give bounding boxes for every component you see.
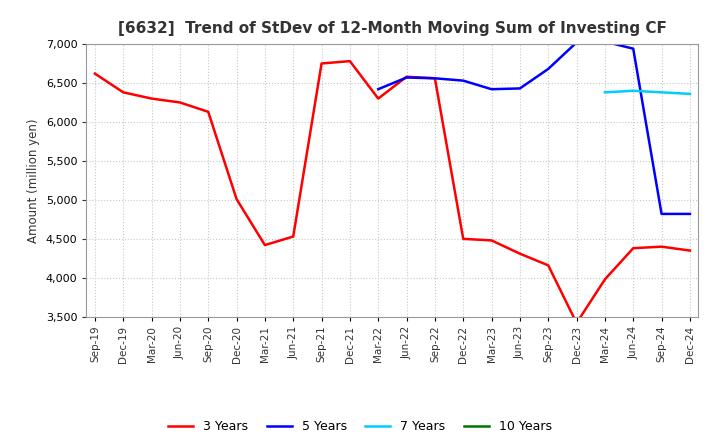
5 Years	[459, 78, 467, 83]
5 Years	[374, 87, 382, 92]
5 Years	[516, 86, 524, 91]
3 Years	[318, 61, 326, 66]
3 Years	[629, 246, 637, 251]
7 Years	[629, 88, 637, 93]
3 Years	[374, 96, 382, 101]
5 Years	[487, 87, 496, 92]
3 Years	[261, 242, 269, 248]
5 Years	[402, 75, 411, 80]
7 Years	[685, 91, 694, 96]
3 Years	[91, 71, 99, 76]
3 Years	[346, 59, 354, 64]
5 Years	[657, 211, 666, 216]
3 Years	[516, 251, 524, 257]
Line: 7 Years: 7 Years	[605, 91, 690, 94]
3 Years	[600, 277, 609, 282]
3 Years	[487, 238, 496, 243]
5 Years	[629, 46, 637, 51]
7 Years	[600, 90, 609, 95]
3 Years	[544, 263, 552, 268]
3 Years	[289, 234, 297, 239]
3 Years	[572, 320, 581, 326]
3 Years	[233, 197, 241, 202]
3 Years	[459, 236, 467, 242]
Line: 5 Years: 5 Years	[378, 42, 690, 214]
5 Years	[685, 211, 694, 216]
Title: [6632]  Trend of StDev of 12-Month Moving Sum of Investing CF: [6632] Trend of StDev of 12-Month Moving…	[118, 21, 667, 36]
5 Years	[600, 39, 609, 44]
3 Years	[402, 74, 411, 79]
3 Years	[148, 96, 156, 101]
Line: 3 Years: 3 Years	[95, 61, 690, 323]
Legend: 3 Years, 5 Years, 7 Years, 10 Years: 3 Years, 5 Years, 7 Years, 10 Years	[163, 415, 557, 438]
5 Years	[572, 40, 581, 45]
3 Years	[119, 90, 127, 95]
3 Years	[685, 248, 694, 253]
3 Years	[176, 100, 184, 105]
3 Years	[657, 244, 666, 249]
5 Years	[431, 76, 439, 81]
3 Years	[431, 76, 439, 81]
7 Years	[657, 90, 666, 95]
5 Years	[544, 66, 552, 72]
3 Years	[204, 109, 212, 114]
Y-axis label: Amount (million yen): Amount (million yen)	[27, 118, 40, 242]
